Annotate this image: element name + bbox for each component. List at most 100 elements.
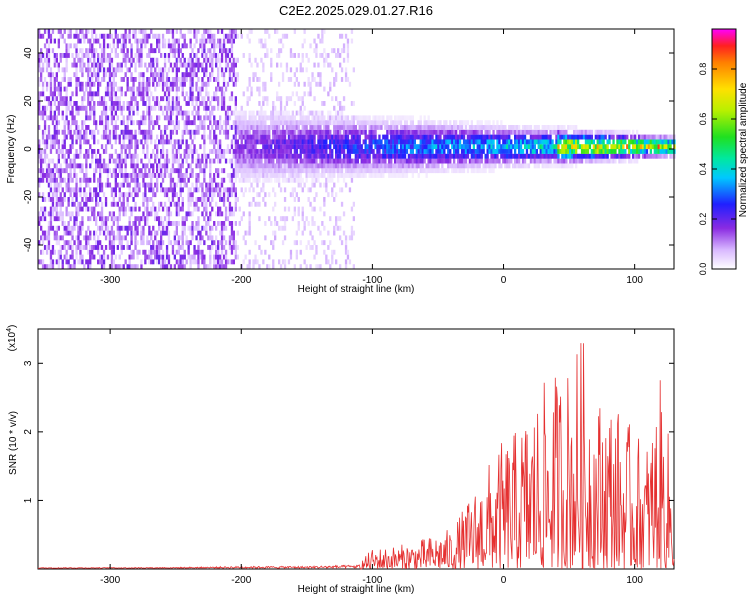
heatmap-cell <box>494 163 497 169</box>
heatmap-cell <box>215 201 218 207</box>
heatmap-cell <box>405 120 409 126</box>
heatmap-cell <box>116 105 119 111</box>
heatmap-cell <box>388 158 391 164</box>
heatmap-cell <box>368 125 371 130</box>
heatmap-cell <box>317 134 320 140</box>
heatmap-cell <box>455 139 458 145</box>
heatmap-cell <box>175 158 178 164</box>
heatmap-cell <box>142 192 145 198</box>
heatmap-cell <box>128 173 131 178</box>
heatmap-cell <box>268 254 271 260</box>
heatmap-cell <box>142 134 145 140</box>
heatmap-cell <box>160 264 163 270</box>
heatmap-cell <box>126 197 129 202</box>
heatmap-cell <box>352 115 355 121</box>
heatmap-cell <box>124 211 127 217</box>
heatmap-cell <box>283 134 287 140</box>
heatmap-cell <box>464 125 468 130</box>
heatmap-cell <box>130 225 133 231</box>
heatmap-cell <box>266 264 269 270</box>
heatmap-cell <box>122 173 125 178</box>
heatmap-cell <box>69 29 72 34</box>
heatmap-cell <box>55 182 58 188</box>
heatmap-cell <box>146 96 149 102</box>
heatmap-cell <box>399 144 403 150</box>
heatmap-cell <box>41 134 45 140</box>
heatmap-cell <box>134 216 137 222</box>
heatmap-cell <box>187 57 190 63</box>
heatmap-cell <box>142 197 145 202</box>
heatmap-cell <box>419 158 422 164</box>
heatmap-cell <box>230 235 234 241</box>
heatmap-cell <box>110 216 114 222</box>
heatmap-cell <box>195 62 198 68</box>
heatmap-cell <box>248 173 251 178</box>
heatmap-cell <box>399 158 403 164</box>
heatmap-cell <box>356 149 359 154</box>
heatmap-cell <box>87 216 90 222</box>
heatmap-cell <box>268 115 271 121</box>
heatmap-cell <box>325 254 328 260</box>
heatmap-cell <box>476 144 479 150</box>
heatmap-cell <box>333 182 336 188</box>
heatmap-cell <box>250 158 253 164</box>
heatmap-cell <box>220 259 224 265</box>
heatmap-cell <box>163 192 167 198</box>
heatmap-cell <box>203 206 206 212</box>
heatmap-cell <box>321 115 324 121</box>
heatmap-cell <box>71 139 74 145</box>
heatmap-cell <box>486 158 489 164</box>
heatmap-cell <box>372 168 375 174</box>
heatmap-cell <box>114 182 117 188</box>
heatmap-cell <box>494 149 497 154</box>
heatmap-cell <box>181 225 184 231</box>
heatmap-cell <box>234 115 237 121</box>
heatmap-cell <box>295 125 298 130</box>
heatmap-cell <box>79 201 82 207</box>
heatmap-cell <box>175 38 178 44</box>
heatmap-cell <box>293 129 296 135</box>
heatmap-cell <box>43 144 47 150</box>
heatmap-cell <box>441 163 444 169</box>
heatmap-cell <box>482 168 485 174</box>
heatmap-cell <box>150 134 153 140</box>
heatmap-cell <box>136 216 139 222</box>
heatmap-cell <box>281 259 285 265</box>
heatmap-cell <box>134 206 137 212</box>
heatmap-cell <box>99 187 102 193</box>
heatmap-cell <box>488 120 491 126</box>
heatmap-cell <box>224 48 228 54</box>
heatmap-cell <box>346 149 350 154</box>
heatmap-cell <box>201 254 204 260</box>
heatmap-cell <box>478 149 481 154</box>
heatmap-cell <box>311 149 314 154</box>
heatmap-cell <box>185 216 188 222</box>
heatmap-cell <box>439 168 442 174</box>
heatmap-cell <box>171 197 175 202</box>
heatmap-cell <box>333 105 336 111</box>
heatmap-cell <box>49 144 53 150</box>
heatmap-cell <box>401 134 405 140</box>
heatmap-cell <box>289 129 293 135</box>
heatmap-cell <box>144 33 147 39</box>
heatmap-cell <box>309 139 312 145</box>
heatmap-cell <box>38 144 41 150</box>
heatmap-cell <box>405 139 409 145</box>
heatmap-cell <box>457 153 460 159</box>
heatmap-cell <box>510 129 513 135</box>
heatmap-cell <box>268 153 271 159</box>
heatmap-cell <box>307 110 310 116</box>
heatmap-cell <box>106 254 110 260</box>
heatmap-cell <box>327 245 330 250</box>
heatmap-cell <box>317 115 320 121</box>
heatmap-cell <box>85 173 88 178</box>
heatmap-cell <box>492 125 495 130</box>
heatmap-cell <box>392 134 395 140</box>
heatmap-cell <box>270 110 273 116</box>
heatmap-cell <box>165 101 169 106</box>
heatmap-cell <box>364 144 367 150</box>
heatmap-cell <box>527 125 531 130</box>
heatmap-cell <box>199 240 202 246</box>
heatmap-cell <box>291 120 294 126</box>
heatmap-cell <box>447 168 450 174</box>
